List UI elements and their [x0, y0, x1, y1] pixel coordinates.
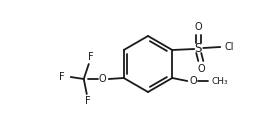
Text: O: O [189, 76, 197, 86]
Text: S: S [194, 41, 202, 55]
Text: O: O [194, 22, 202, 32]
Text: O: O [99, 74, 106, 84]
Text: F: F [59, 72, 64, 82]
Text: Cl: Cl [224, 42, 234, 52]
Text: O: O [197, 64, 205, 74]
Text: CH₃: CH₃ [212, 77, 229, 86]
Text: F: F [88, 52, 93, 62]
Text: F: F [85, 96, 91, 106]
